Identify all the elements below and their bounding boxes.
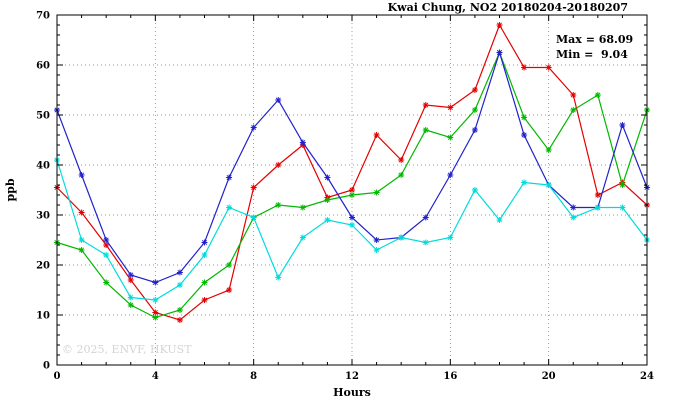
watermark: © 2025, ENVF, HKUST [62,343,192,356]
chart-title: Kwai Chung, NO2 20180204-20180207 [388,1,628,14]
max-annotation: Max = 68.09 [556,33,633,46]
series-blue [54,49,650,286]
data-series [54,22,650,323]
svg-text:50: 50 [36,111,50,122]
svg-text:30: 30 [36,211,50,222]
min-annotation: Min = 9.04 [556,48,628,61]
svg-text:40: 40 [36,161,50,172]
svg-text:24: 24 [640,371,654,382]
x-axis-label: Hours [333,386,371,399]
svg-text:0: 0 [54,371,61,382]
svg-text:8: 8 [250,371,257,382]
tick-labels: 0 4 8 12 16 20 24 0 10 20 30 40 50 60 70 [36,11,654,383]
svg-text:0: 0 [43,361,50,372]
svg-text:10: 10 [36,311,50,322]
svg-text:60: 60 [36,61,50,72]
series-cyan [54,157,650,303]
y-axis-label: ppb [4,178,17,201]
svg-text:20: 20 [36,261,50,272]
svg-text:16: 16 [443,371,457,382]
svg-text:4: 4 [152,371,159,382]
svg-text:70: 70 [36,11,50,22]
svg-text:12: 12 [345,371,359,382]
svg-text:20: 20 [542,371,556,382]
plot-frame [56,14,648,366]
series-red [54,22,650,323]
